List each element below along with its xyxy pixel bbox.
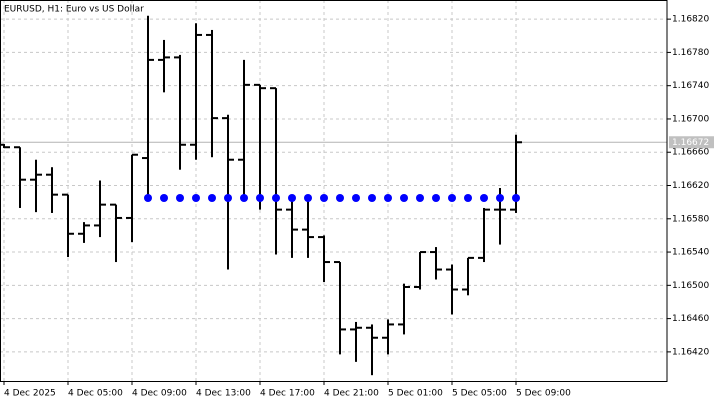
y-tick-label: 1.16820 [672,15,709,25]
x-tick-label: 4 Dec 17:00 [260,389,315,399]
x-tick-label: 5 Dec 05:00 [452,389,507,399]
x-tick-label: 5 Dec 01:00 [388,389,443,399]
y-tick-label: 1.16620 [672,181,709,191]
indicator-dot [384,193,392,202]
plot-frame [0,0,668,382]
indicator-dot [160,193,168,202]
indicator-dot [256,193,264,202]
indicator-dot [464,193,472,202]
y-tick-label: 1.16420 [672,347,709,357]
x-tick-label: 4 Dec 05:00 [68,389,123,399]
x-tick-label: 4 Dec 13:00 [196,389,251,399]
indicator-dot [416,193,424,202]
x-tick-label: 4 Dec 2025 [4,389,56,399]
indicator-dot [432,193,440,202]
y-tick-label: 1.16660 [672,148,709,158]
indicator-dot [496,193,504,202]
indicator-dot [352,193,360,202]
indicator-dot [480,193,488,202]
indicator-dot [400,193,408,202]
indicator-dot [288,193,296,202]
x-tick-label: 5 Dec 09:00 [516,389,571,399]
y-tick-label: 1.16740 [672,81,709,91]
indicator-dot [368,193,376,202]
y-tick-label: 1.16700 [672,114,709,124]
y-tick-label: 1.16780 [672,48,709,58]
indicator-dot [224,193,232,202]
y-tick-label: 1.16580 [672,214,709,224]
indicator-dot [512,193,520,202]
last-price-box [669,136,714,149]
indicator-dot [192,193,200,202]
indicator-dot [208,193,216,202]
indicator-dot [336,193,344,202]
y-tick-label: 1.16540 [672,248,709,258]
indicator-dot [144,193,152,202]
y-tick-label: 1.16460 [672,314,709,324]
indicator-dot [304,193,312,202]
indicator-dot [320,193,328,202]
chart-title: EURUSD, H1: Euro vs US Dollar [4,5,144,15]
last-price-label: 1.16672 [672,138,709,148]
x-tick-label: 4 Dec 21:00 [324,389,379,399]
indicator-dot [240,193,248,202]
x-tick-label: 4 Dec 09:00 [132,389,187,399]
indicator-dot [176,193,184,202]
indicator-dot [272,193,280,202]
y-tick-label: 1.16500 [672,281,709,291]
indicator-dot [448,193,456,202]
